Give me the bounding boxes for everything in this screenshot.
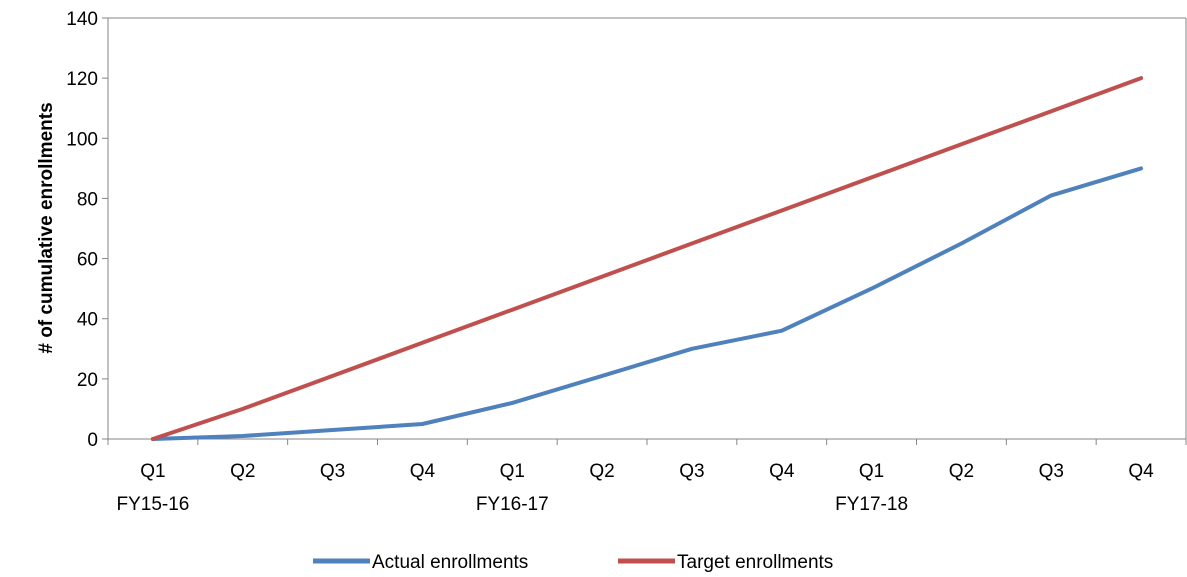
x-tick-label: Q4: [769, 461, 795, 482]
y-tick-label: 40: [77, 310, 98, 331]
x-tick-label: Q2: [949, 461, 974, 482]
y-tick-label: 100: [66, 129, 98, 150]
x-tick-label: Q3: [679, 461, 704, 482]
y-tick-label: 20: [77, 370, 98, 391]
actual-enrollments-line: [150, 166, 1144, 441]
fiscal-year-label: FY15-16: [116, 494, 189, 515]
x-tick-label: Q3: [320, 461, 345, 482]
x-tick-label: Q2: [589, 461, 614, 482]
x-tick-label: Q4: [1128, 461, 1154, 482]
fiscal-year-label: FY17-18: [835, 494, 908, 515]
x-tick-label: Q2: [230, 461, 255, 482]
legend: Actual enrollments Target enrollments: [313, 552, 833, 573]
x-tick-label: Q1: [140, 461, 165, 482]
y-tick-label: 120: [66, 69, 98, 90]
x-tick-label: Q4: [410, 461, 436, 482]
x-tick-label: Q1: [500, 461, 525, 482]
y-tick-label: 0: [87, 430, 98, 451]
x-tick-label: Q3: [1039, 461, 1064, 482]
y-tick-label: 60: [77, 250, 98, 271]
target-enrollments-line: [150, 76, 1144, 441]
axes: [102, 17, 1187, 445]
tick-labels: 0 20 40 60 80 100 120 140 Q1 Q2 Q3 Q4 Q1 Q2 Q3 Q4 Q1 Q2 Q3…: [66, 9, 1154, 515]
legend-label: Actual enrollments: [372, 552, 528, 573]
fiscal-year-label: FY16-17: [476, 494, 549, 515]
y-tick-label: 80: [77, 189, 98, 210]
x-tick-label: Q1: [859, 461, 884, 482]
legend-label: Target enrollments: [677, 552, 833, 573]
y-tick-label: 140: [66, 9, 98, 30]
series-lines: [150, 76, 1144, 441]
y-axis-title: # of cumulative enrollments: [36, 102, 57, 353]
